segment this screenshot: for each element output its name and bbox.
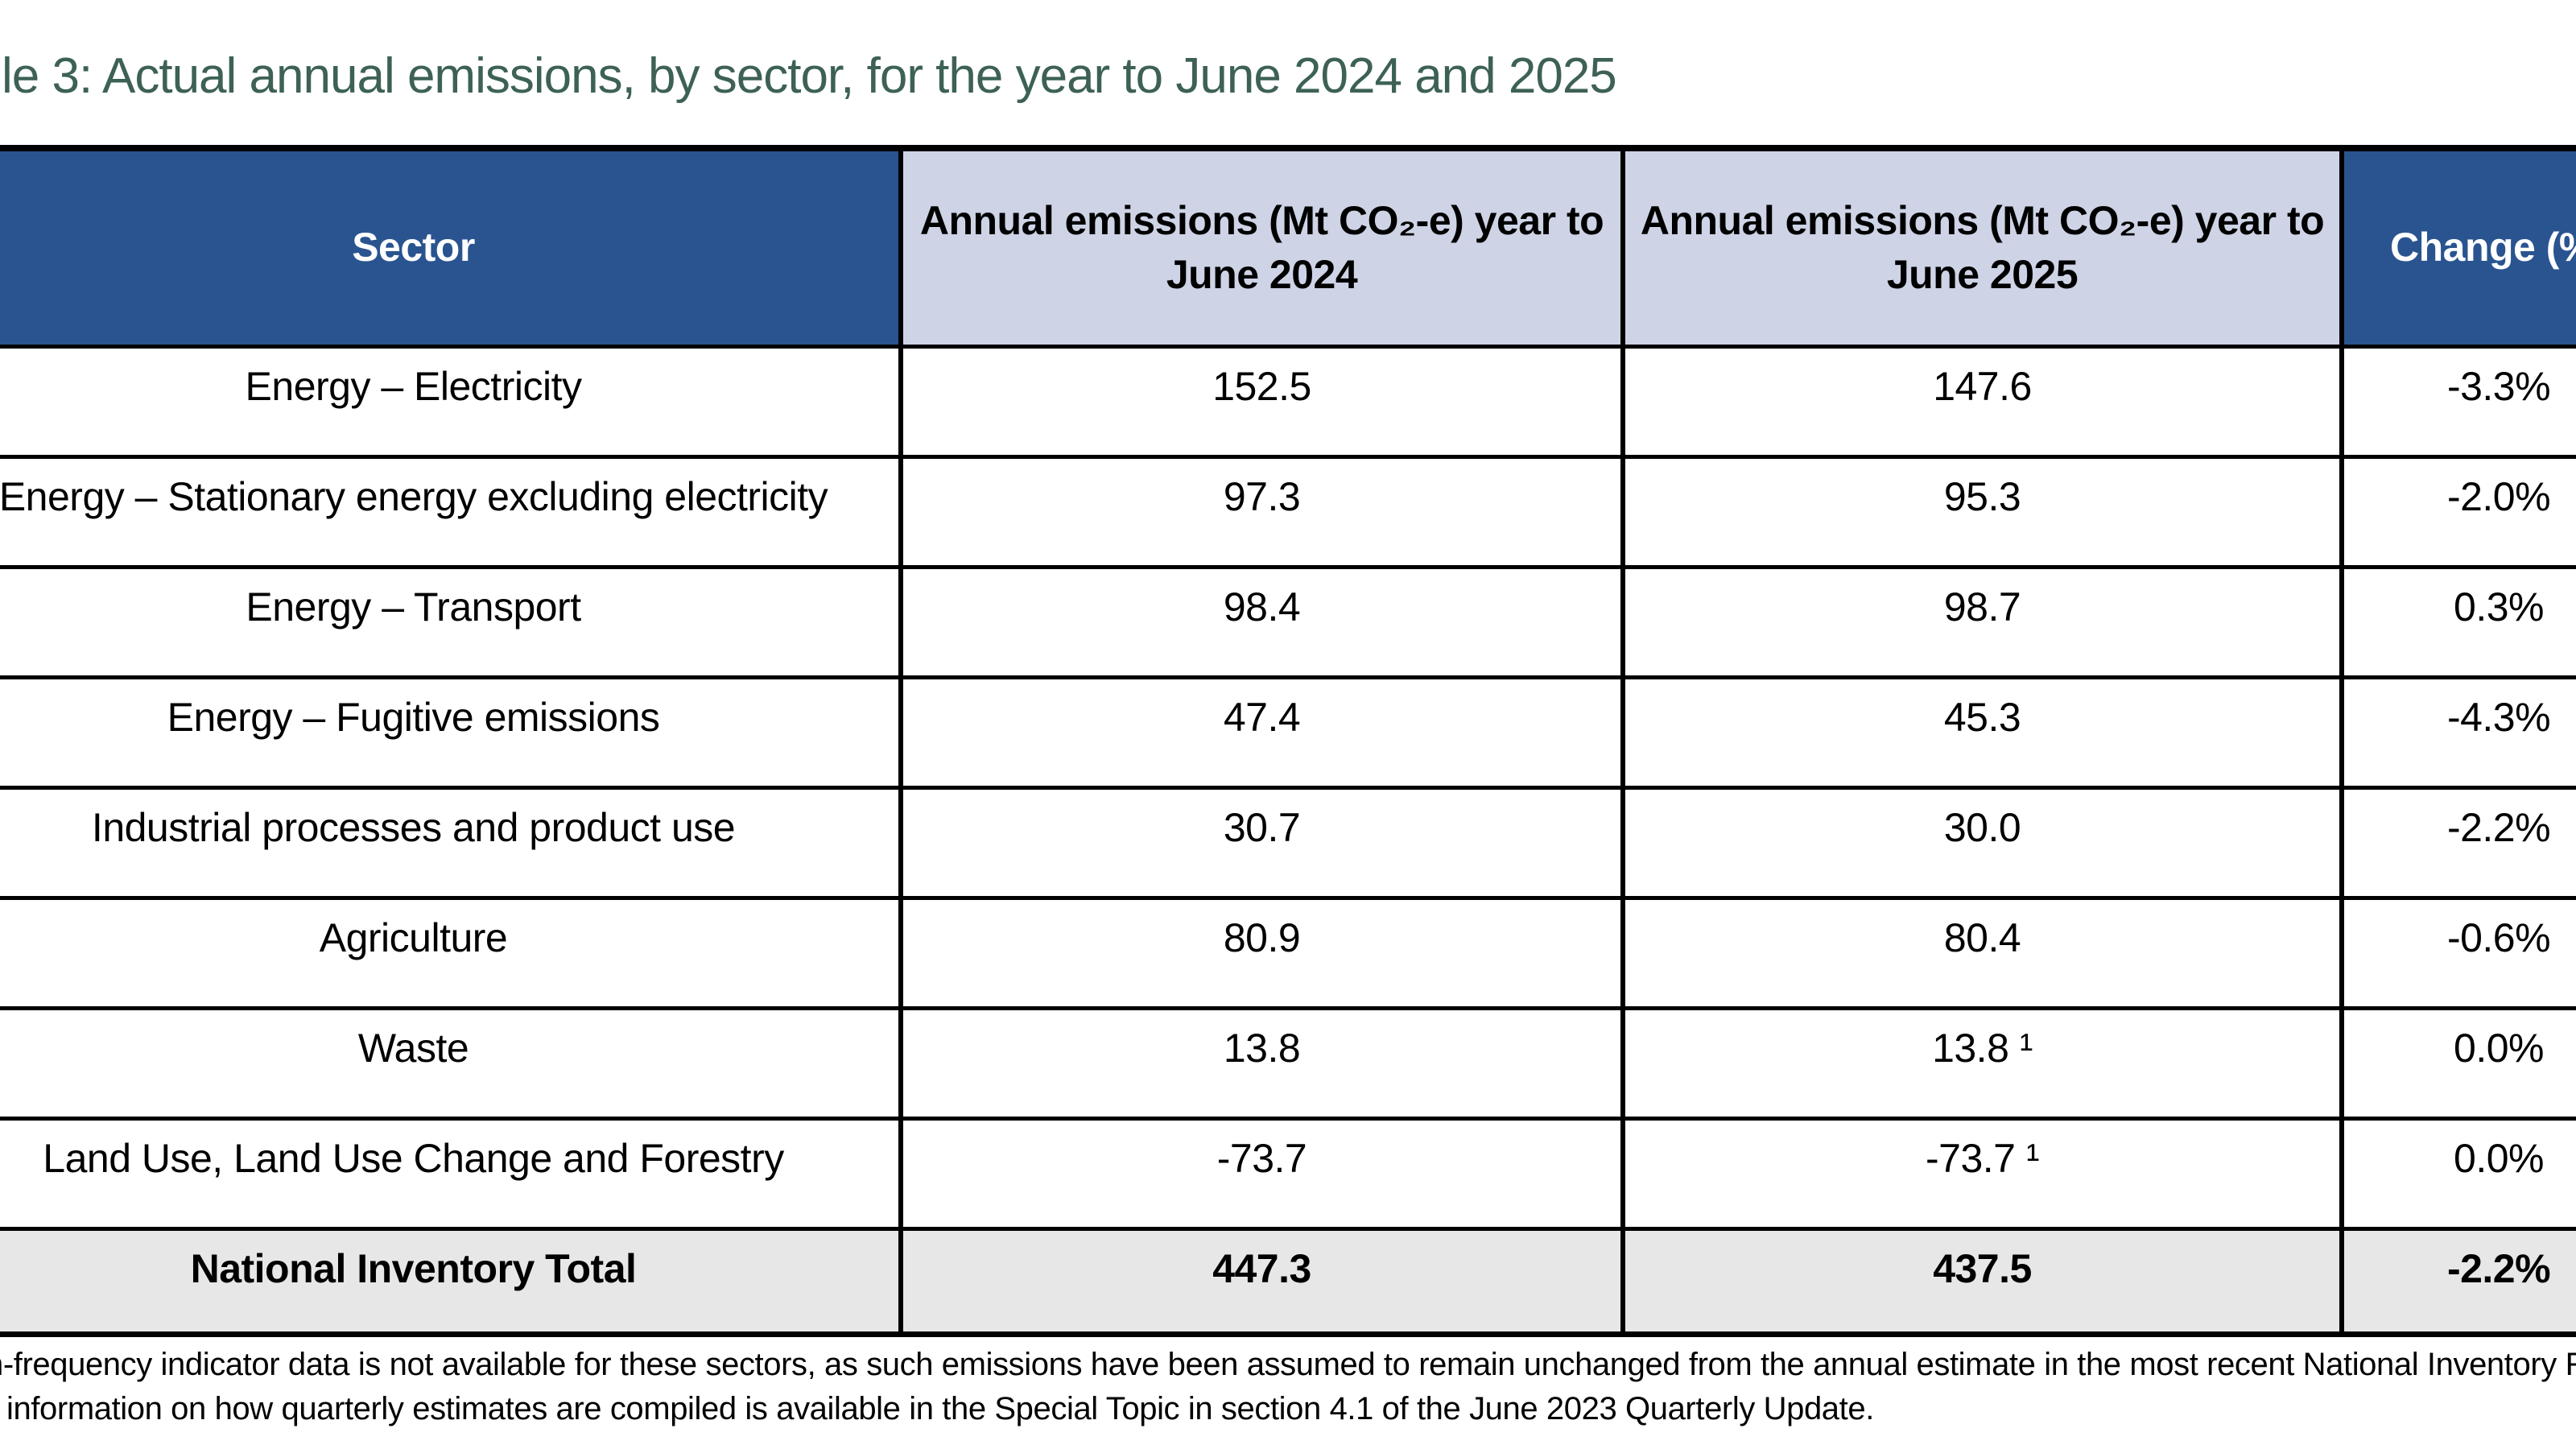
y2025-cell: -73.7 ¹ (1620, 1116, 2344, 1231)
y2025-cell: 98.7 (1620, 564, 2344, 679)
header-june-2024: Annual emissions (Mt CO₂-e) year to June… (898, 146, 1625, 349)
sector-cell: Agriculture (0, 895, 903, 1010)
table-title: le 3: Actual annual emissions, by sector… (2, 48, 1617, 104)
header-sector: Sector (0, 146, 903, 349)
y2025-cell: 45.3 (1620, 675, 2344, 790)
table-row: Energy – Fugitive emissions 47.4 45.3 -4… (0, 675, 2576, 790)
change-cell: -3.3% (2339, 344, 2576, 459)
change-cell: -2.0% (2339, 454, 2576, 569)
table-row: Waste 13.8 13.8 ¹ 0.0% (0, 1005, 2576, 1121)
table-row: Energy – Stationary energy excluding ele… (0, 454, 2576, 569)
y2025-cell: 80.4 (1620, 895, 2344, 1010)
sector-cell: Energy – Stationary energy excluding ele… (0, 454, 903, 569)
header-june-2025: Annual emissions (Mt CO₂-e) year to June… (1620, 146, 2344, 349)
change-cell: -0.6% (2339, 895, 2576, 1010)
sector-cell: Energy – Transport (0, 564, 903, 679)
total-change-cell: -2.2% (2339, 1226, 2576, 1336)
y2024-cell: 98.4 (898, 564, 1625, 679)
y2025-cell: 13.8 ¹ (1620, 1005, 2344, 1121)
emissions-table: Sector Annual emissions (Mt CO₂-e) year … (0, 145, 2576, 1337)
y2024-cell: 30.7 (898, 785, 1625, 900)
sector-cell: Energy – Fugitive emissions (0, 675, 903, 790)
footnotes: h-frequency indicator data is not availa… (0, 1343, 2576, 1431)
footnote-line-2: information on how quarterly estimates a… (6, 1391, 1874, 1426)
y2024-cell: -73.7 (898, 1116, 1625, 1231)
sector-cell: Land Use, Land Use Change and Forestry (0, 1116, 903, 1231)
footnote-line-1: h-frequency indicator data is not availa… (0, 1347, 2576, 1382)
sector-cell: Waste (0, 1005, 903, 1121)
y2024-cell: 13.8 (898, 1005, 1625, 1121)
change-cell: 0.0% (2339, 1005, 2576, 1121)
change-cell: -4.3% (2339, 675, 2576, 790)
total-row: National Inventory Total 447.3 437.5 -2.… (0, 1226, 2576, 1336)
change-cell: 0.3% (2339, 564, 2576, 679)
sector-cell: Industrial processes and product use (0, 785, 903, 900)
y2025-cell: 147.6 (1620, 344, 2344, 459)
table-row: Energy – Transport 98.4 98.7 0.3% (0, 564, 2576, 679)
header-change: Change (%) (2339, 146, 2576, 349)
y2024-cell: 97.3 (898, 454, 1625, 569)
total-y2025-cell: 437.5 (1620, 1226, 2344, 1336)
total-y2024-cell: 447.3 (898, 1226, 1625, 1336)
y2025-cell: 30.0 (1620, 785, 2344, 900)
table-row: Industrial processes and product use 30.… (0, 785, 2576, 900)
y2024-cell: 80.9 (898, 895, 1625, 1010)
table-header-row: Sector Annual emissions (Mt CO₂-e) year … (0, 146, 2576, 349)
table-row: Energy – Electricity 152.5 147.6 -3.3% (0, 344, 2576, 459)
y2024-cell: 152.5 (898, 344, 1625, 459)
sector-cell: Energy – Electricity (0, 344, 903, 459)
change-cell: -2.2% (2339, 785, 2576, 900)
table-row: Agriculture 80.9 80.4 -0.6% (0, 895, 2576, 1010)
y2024-cell: 47.4 (898, 675, 1625, 790)
change-cell: 0.0% (2339, 1116, 2576, 1231)
y2025-cell: 95.3 (1620, 454, 2344, 569)
table-row: Land Use, Land Use Change and Forestry -… (0, 1116, 2576, 1231)
total-label-cell: National Inventory Total (0, 1226, 903, 1336)
